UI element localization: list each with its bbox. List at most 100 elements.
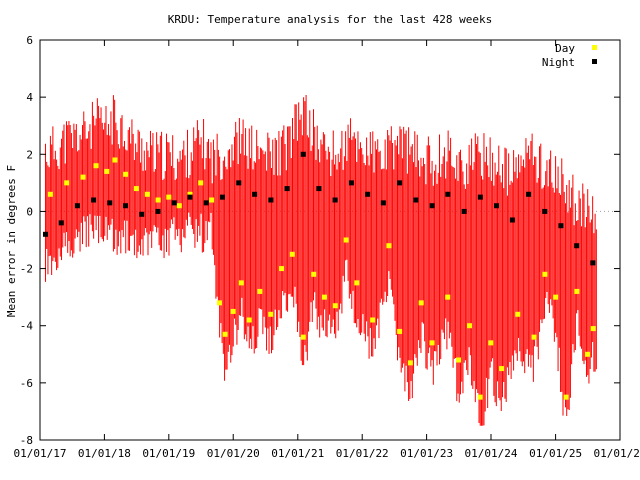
chart-title: KRDU: Temperature analysis for the last …	[168, 13, 493, 26]
day-point	[590, 326, 596, 332]
day-point	[257, 288, 263, 294]
day-point	[477, 394, 483, 400]
day-point	[80, 174, 86, 180]
day-point	[176, 203, 182, 209]
night-point	[397, 180, 403, 186]
y-axis-label: Mean error in degrees F	[5, 165, 18, 317]
day-point	[354, 280, 360, 286]
night-point	[300, 151, 306, 157]
night-point	[558, 223, 564, 229]
x-tick-label: 01/01/25	[529, 447, 582, 460]
x-tick-label: 01/01/23	[400, 447, 453, 460]
x-tick-label: 01/01/22	[336, 447, 389, 460]
day-point	[343, 237, 349, 243]
night-point	[542, 208, 548, 214]
night-point	[139, 211, 145, 217]
day-point	[47, 191, 53, 197]
night-point	[445, 191, 451, 197]
day-point	[445, 294, 451, 300]
night-point	[461, 208, 467, 214]
plot-frame	[39, 39, 621, 441]
night-point	[526, 191, 532, 197]
night-point	[380, 200, 386, 206]
axis-ticks: 6 4 2 0 -2 -4 -6 -801/01/17 01/01/18 01/01/19 01/0…	[14, 34, 640, 460]
day-point	[386, 243, 392, 249]
day-point	[64, 180, 70, 186]
night-point	[493, 203, 499, 209]
day-point	[574, 288, 580, 294]
legend-swatch-day	[592, 45, 597, 50]
night-point	[187, 194, 193, 200]
error-range-layer	[44, 94, 597, 426]
day-point	[144, 191, 150, 197]
night-point	[477, 194, 483, 200]
day-point	[198, 180, 204, 186]
y-tick-label: 2	[26, 148, 33, 161]
data-point-layer	[42, 151, 596, 400]
night-point	[348, 180, 354, 186]
day-point	[289, 251, 295, 257]
day-point	[418, 300, 424, 306]
day-point	[268, 311, 274, 317]
day-point	[407, 360, 413, 366]
day-point	[155, 197, 161, 203]
night-point	[574, 243, 580, 249]
day-point	[488, 340, 494, 346]
day-point	[133, 186, 139, 192]
night-point	[316, 186, 322, 192]
day-point	[222, 331, 228, 337]
y-tick-label: 6	[26, 34, 33, 47]
day-point	[104, 168, 110, 174]
night-point	[91, 197, 97, 203]
day-point	[123, 171, 129, 177]
x-tick-label: 01/01/26	[594, 447, 640, 460]
night-point	[332, 197, 338, 203]
night-point	[58, 220, 64, 226]
night-point	[268, 197, 274, 203]
day-point	[542, 271, 548, 277]
night-point	[365, 191, 371, 197]
day-point	[300, 334, 306, 340]
x-tick-label: 01/01/19	[142, 447, 195, 460]
y-tick-label: 4	[26, 91, 33, 104]
night-point	[171, 200, 177, 206]
day-point	[93, 163, 99, 169]
night-point	[236, 180, 242, 186]
day-point	[311, 271, 317, 277]
night-point	[413, 197, 419, 203]
day-point	[531, 334, 537, 340]
x-tick-label: 01/01/17	[14, 447, 67, 460]
night-point	[509, 217, 515, 223]
legend-swatch-night	[592, 59, 597, 64]
night-point	[42, 231, 48, 237]
day-point	[429, 340, 435, 346]
night-point	[107, 200, 113, 206]
day-point	[553, 294, 559, 300]
night-point	[155, 208, 161, 214]
y-tick-label: 0	[26, 205, 33, 218]
day-point	[515, 311, 521, 317]
day-point	[456, 357, 462, 363]
day-point	[370, 317, 376, 323]
day-point	[238, 280, 244, 286]
legend-label-day: Day	[555, 42, 575, 55]
night-point	[219, 194, 225, 200]
day-point	[397, 328, 403, 334]
day-point	[166, 194, 172, 200]
day-point	[279, 266, 285, 272]
day-point	[216, 300, 222, 306]
x-tick-label: 01/01/21	[271, 447, 324, 460]
day-point	[209, 197, 215, 203]
night-point	[203, 200, 209, 206]
day-point	[563, 394, 569, 400]
day-point	[321, 294, 327, 300]
y-tick-label: -6	[20, 377, 33, 390]
day-point	[585, 351, 591, 357]
day-point	[230, 308, 236, 314]
y-tick-label: -2	[20, 263, 33, 276]
day-point	[246, 317, 252, 323]
night-point	[590, 260, 596, 266]
night-point	[74, 203, 80, 209]
y-tick-label: -8	[20, 434, 33, 447]
